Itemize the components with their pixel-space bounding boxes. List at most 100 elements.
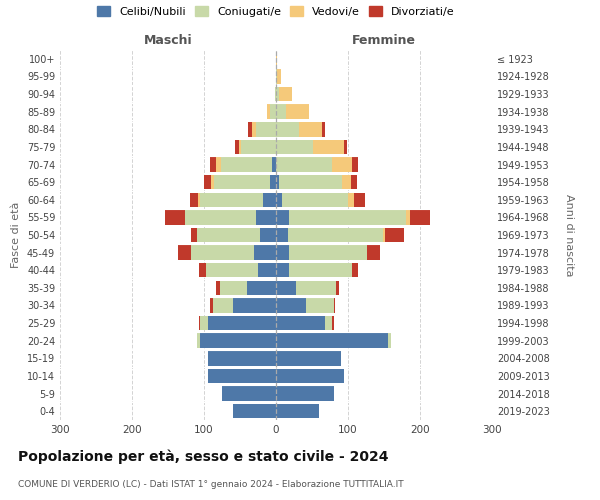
Bar xyxy=(352,263,358,278)
Bar xyxy=(276,210,289,224)
Bar xyxy=(279,175,342,190)
Bar xyxy=(325,316,332,330)
Bar xyxy=(211,298,212,312)
Bar xyxy=(233,404,276,418)
Bar xyxy=(276,280,296,295)
Bar xyxy=(344,140,347,154)
Bar xyxy=(206,263,258,278)
Bar xyxy=(233,298,276,312)
Bar xyxy=(276,386,334,401)
Bar xyxy=(214,175,270,190)
Bar xyxy=(235,140,239,154)
Bar xyxy=(276,140,313,154)
Bar xyxy=(388,334,391,348)
Bar xyxy=(270,175,276,190)
Bar xyxy=(276,316,325,330)
Bar xyxy=(342,175,351,190)
Bar xyxy=(200,334,276,348)
Bar xyxy=(279,87,292,102)
Bar xyxy=(276,228,287,242)
Text: Femmine: Femmine xyxy=(352,34,416,48)
Bar xyxy=(256,122,276,136)
Text: COMUNE DI VERDERIO (LC) - Dati ISTAT 1° gennaio 2024 - Elaborazione TUTTITALIA.I: COMUNE DI VERDERIO (LC) - Dati ISTAT 1° … xyxy=(18,480,404,489)
Bar xyxy=(270,104,276,119)
Bar xyxy=(268,104,270,119)
Bar xyxy=(212,298,233,312)
Bar xyxy=(296,280,336,295)
Bar xyxy=(313,140,344,154)
Bar xyxy=(287,228,383,242)
Bar xyxy=(385,228,404,242)
Bar xyxy=(354,192,365,207)
Bar xyxy=(200,316,208,330)
Bar xyxy=(276,368,344,383)
Text: Popolazione per età, sesso e stato civile - 2024: Popolazione per età, sesso e stato civil… xyxy=(18,450,389,464)
Bar xyxy=(276,87,279,102)
Bar xyxy=(208,368,276,383)
Bar xyxy=(276,69,277,84)
Bar xyxy=(247,280,276,295)
Bar xyxy=(216,280,220,295)
Bar xyxy=(220,280,247,295)
Bar xyxy=(334,298,335,312)
Bar xyxy=(348,192,354,207)
Bar xyxy=(276,104,286,119)
Bar xyxy=(208,351,276,366)
Y-axis label: Fasce di età: Fasce di età xyxy=(11,202,21,268)
Bar xyxy=(200,192,263,207)
Bar xyxy=(216,158,221,172)
Bar xyxy=(178,246,191,260)
Bar xyxy=(276,246,289,260)
Bar xyxy=(258,263,276,278)
Bar xyxy=(251,122,256,136)
Bar xyxy=(276,175,279,190)
Bar xyxy=(276,298,306,312)
Bar xyxy=(199,316,200,330)
Bar xyxy=(256,210,276,224)
Bar xyxy=(276,404,319,418)
Bar xyxy=(191,228,197,242)
Bar xyxy=(248,122,251,136)
Bar xyxy=(221,158,272,172)
Bar xyxy=(263,192,276,207)
Bar xyxy=(352,158,358,172)
Bar xyxy=(276,351,341,366)
Bar xyxy=(241,140,276,154)
Bar xyxy=(276,122,299,136)
Bar xyxy=(275,87,276,102)
Bar xyxy=(208,316,276,330)
Bar xyxy=(277,69,281,84)
Y-axis label: Anni di nascita: Anni di nascita xyxy=(563,194,574,276)
Bar xyxy=(211,158,216,172)
Bar xyxy=(276,52,277,66)
Bar xyxy=(410,210,430,224)
Bar xyxy=(406,210,410,224)
Bar xyxy=(367,246,380,260)
Bar xyxy=(276,334,388,348)
Bar xyxy=(260,228,276,242)
Bar xyxy=(289,210,406,224)
Bar xyxy=(276,263,289,278)
Bar xyxy=(197,228,260,242)
Bar xyxy=(199,263,206,278)
Bar xyxy=(254,246,276,260)
Bar xyxy=(336,280,338,295)
Legend: Celibi/Nubili, Coniugati/e, Vedovi/e, Divorziati/e: Celibi/Nubili, Coniugati/e, Vedovi/e, Di… xyxy=(93,2,459,21)
Bar xyxy=(165,210,185,224)
Bar xyxy=(351,175,356,190)
Bar xyxy=(272,158,276,172)
Bar xyxy=(276,192,282,207)
Bar xyxy=(204,175,211,190)
Bar xyxy=(332,158,352,172)
Bar xyxy=(282,192,348,207)
Bar xyxy=(190,192,198,207)
Bar xyxy=(286,104,309,119)
Bar xyxy=(299,122,322,136)
Bar xyxy=(185,210,256,224)
Bar xyxy=(289,263,352,278)
Bar xyxy=(383,228,385,242)
Bar xyxy=(198,192,200,207)
Text: Maschi: Maschi xyxy=(143,34,193,48)
Bar xyxy=(191,246,254,260)
Bar xyxy=(306,298,334,312)
